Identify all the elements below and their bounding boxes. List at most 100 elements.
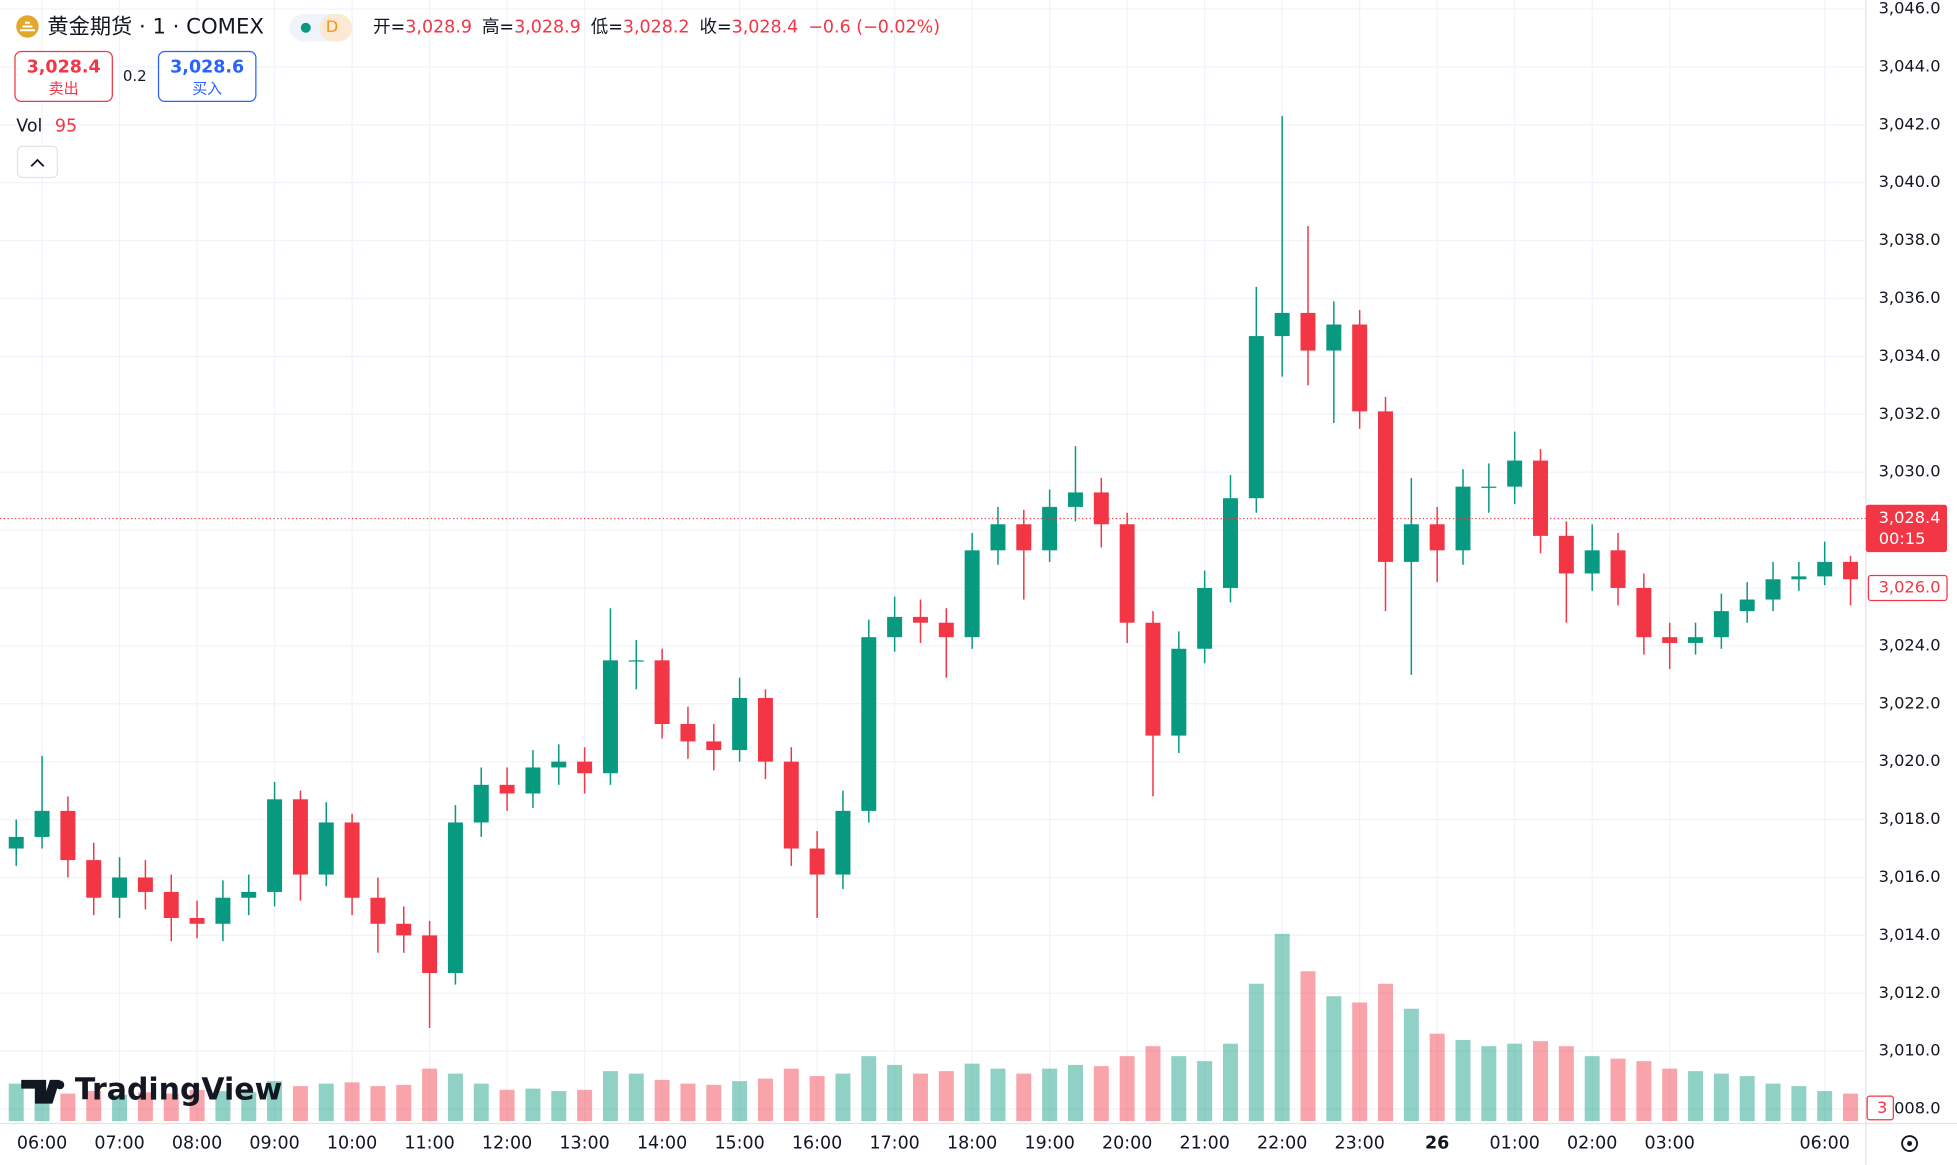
buy-price: 3,028.6 bbox=[170, 58, 244, 78]
volume-bar bbox=[1378, 983, 1393, 1122]
volume-bar bbox=[344, 1082, 360, 1122]
volume-pane bbox=[8, 933, 1859, 1122]
candle-body bbox=[1584, 550, 1600, 574]
volume-bar bbox=[938, 1071, 954, 1122]
symbol-title[interactable]: 黄金期货 · 1 · COMEX bbox=[47, 15, 263, 40]
candle-body bbox=[835, 810, 851, 875]
candle-body bbox=[1171, 648, 1187, 736]
x-tick-label: 21:00 bbox=[1179, 1134, 1229, 1154]
sell-label: 卖出 bbox=[49, 79, 79, 97]
x-tick-label: 10:00 bbox=[327, 1134, 377, 1154]
volume-bar bbox=[499, 1089, 515, 1122]
x-tick-label: 02:00 bbox=[1567, 1134, 1617, 1154]
volume-bar bbox=[1300, 971, 1316, 1122]
volume-bar bbox=[1558, 1046, 1574, 1122]
y-tick-label: 3,040.0 bbox=[1879, 172, 1941, 191]
candle-body bbox=[1067, 492, 1083, 507]
volume-bar bbox=[1326, 996, 1342, 1122]
x-tick-label: 01:00 bbox=[1490, 1134, 1540, 1154]
x-tick-label: 17:00 bbox=[869, 1134, 919, 1154]
x-tick-label: 06:00 bbox=[17, 1134, 67, 1154]
volume-bar bbox=[525, 1088, 541, 1122]
y-tick-label: 3,016.0 bbox=[1879, 867, 1941, 886]
ohlc-key: 开= bbox=[373, 18, 405, 38]
volume-bar bbox=[964, 1063, 980, 1122]
countdown: 00:15 bbox=[1879, 529, 1926, 548]
candle-body bbox=[654, 660, 670, 725]
candle-body bbox=[1352, 324, 1368, 412]
volume-bar bbox=[447, 1073, 463, 1122]
volume-bar bbox=[422, 1068, 438, 1122]
volume-bar bbox=[732, 1081, 748, 1122]
volume-bar bbox=[680, 1083, 696, 1122]
x-tick-label: 09:00 bbox=[249, 1134, 299, 1154]
volume-bar bbox=[1481, 1046, 1497, 1122]
y-tick-label: 3,036.0 bbox=[1879, 288, 1941, 307]
candle-body bbox=[473, 784, 489, 823]
y-tick-label: 3,032.0 bbox=[1879, 404, 1941, 423]
collapse-button[interactable] bbox=[16, 145, 59, 179]
volume-bar bbox=[551, 1091, 567, 1122]
marker-box bbox=[1867, 574, 1948, 602]
volume-bar bbox=[1507, 1043, 1523, 1122]
volume-bar bbox=[1274, 933, 1290, 1122]
note-box bbox=[1866, 1095, 1894, 1121]
x-tick-label: 26 bbox=[1425, 1134, 1449, 1154]
volume-bar bbox=[473, 1083, 489, 1122]
tv-logo-text: TradingView bbox=[75, 1073, 282, 1108]
sell-price: 3,028.4 bbox=[27, 58, 101, 78]
volume-bar bbox=[1636, 1061, 1652, 1122]
candle-body bbox=[1688, 637, 1704, 643]
candle-body bbox=[1739, 599, 1755, 612]
settings-icon-core bbox=[1907, 1141, 1913, 1147]
volume-legend-value: 95 bbox=[55, 116, 77, 136]
candle-body bbox=[628, 660, 644, 662]
y-tick-label: 3,020.0 bbox=[1879, 751, 1941, 770]
volume-bar bbox=[1197, 1061, 1213, 1122]
candle-body bbox=[1636, 587, 1652, 638]
x-tick-label: 11:00 bbox=[404, 1134, 454, 1154]
y-tick-label: 3,030.0 bbox=[1879, 462, 1941, 481]
y-tick-label: 3,046.0 bbox=[1879, 0, 1941, 17]
x-tick-label: 06:00 bbox=[1800, 1134, 1850, 1154]
symbol-logo-glyph bbox=[19, 21, 35, 32]
market-open-dot bbox=[300, 22, 311, 33]
candle-body bbox=[1662, 637, 1678, 643]
candle-body bbox=[215, 897, 231, 924]
volume-bar bbox=[86, 1091, 102, 1122]
y-tick-label: 3,022.0 bbox=[1879, 693, 1941, 712]
price-pane bbox=[8, 116, 1859, 1029]
settings-icon[interactable] bbox=[1901, 1135, 1918, 1152]
candle-body bbox=[525, 767, 541, 794]
x-tick-label: 07:00 bbox=[94, 1134, 144, 1154]
buy-button[interactable] bbox=[157, 50, 257, 102]
volume-bar bbox=[370, 1086, 386, 1122]
x-tick-label: 18:00 bbox=[947, 1134, 997, 1154]
candle-body bbox=[60, 810, 76, 861]
price-axis: 3,008.0 3,010.0 3,012.0 3,014.0 3,016.0 3,018… bbox=[17, 0, 1941, 1154]
ohlc-value: 3,028.9 bbox=[405, 18, 472, 38]
volume-bar bbox=[1119, 1056, 1135, 1122]
candle-body bbox=[602, 660, 618, 774]
candle-body bbox=[189, 917, 205, 924]
collapse-icon bbox=[30, 158, 45, 167]
ohlc-legend: 开=3,028.9 高=3,028.9 低=3,028.2 收=3,028.4 −0.6… bbox=[373, 18, 940, 38]
volume-bar bbox=[912, 1073, 928, 1122]
volume-bar bbox=[1662, 1068, 1678, 1122]
volume-bar bbox=[8, 1083, 24, 1122]
volume-bar bbox=[1145, 1046, 1161, 1122]
sell-button[interactable] bbox=[14, 50, 113, 102]
candle-body bbox=[396, 923, 412, 936]
candle-body bbox=[1558, 535, 1574, 574]
volume-bar bbox=[189, 1089, 205, 1122]
tv-logo-dot bbox=[55, 1080, 65, 1090]
volume-bar bbox=[60, 1093, 76, 1122]
candle-body bbox=[163, 891, 179, 918]
volume-bar bbox=[1688, 1071, 1704, 1122]
candle-body bbox=[1197, 587, 1213, 649]
volume-bar bbox=[1067, 1064, 1083, 1122]
status-badge-d bbox=[319, 13, 352, 42]
candle-body bbox=[1843, 561, 1859, 580]
candle-body bbox=[1817, 561, 1833, 577]
volume-bar bbox=[1042, 1068, 1058, 1122]
